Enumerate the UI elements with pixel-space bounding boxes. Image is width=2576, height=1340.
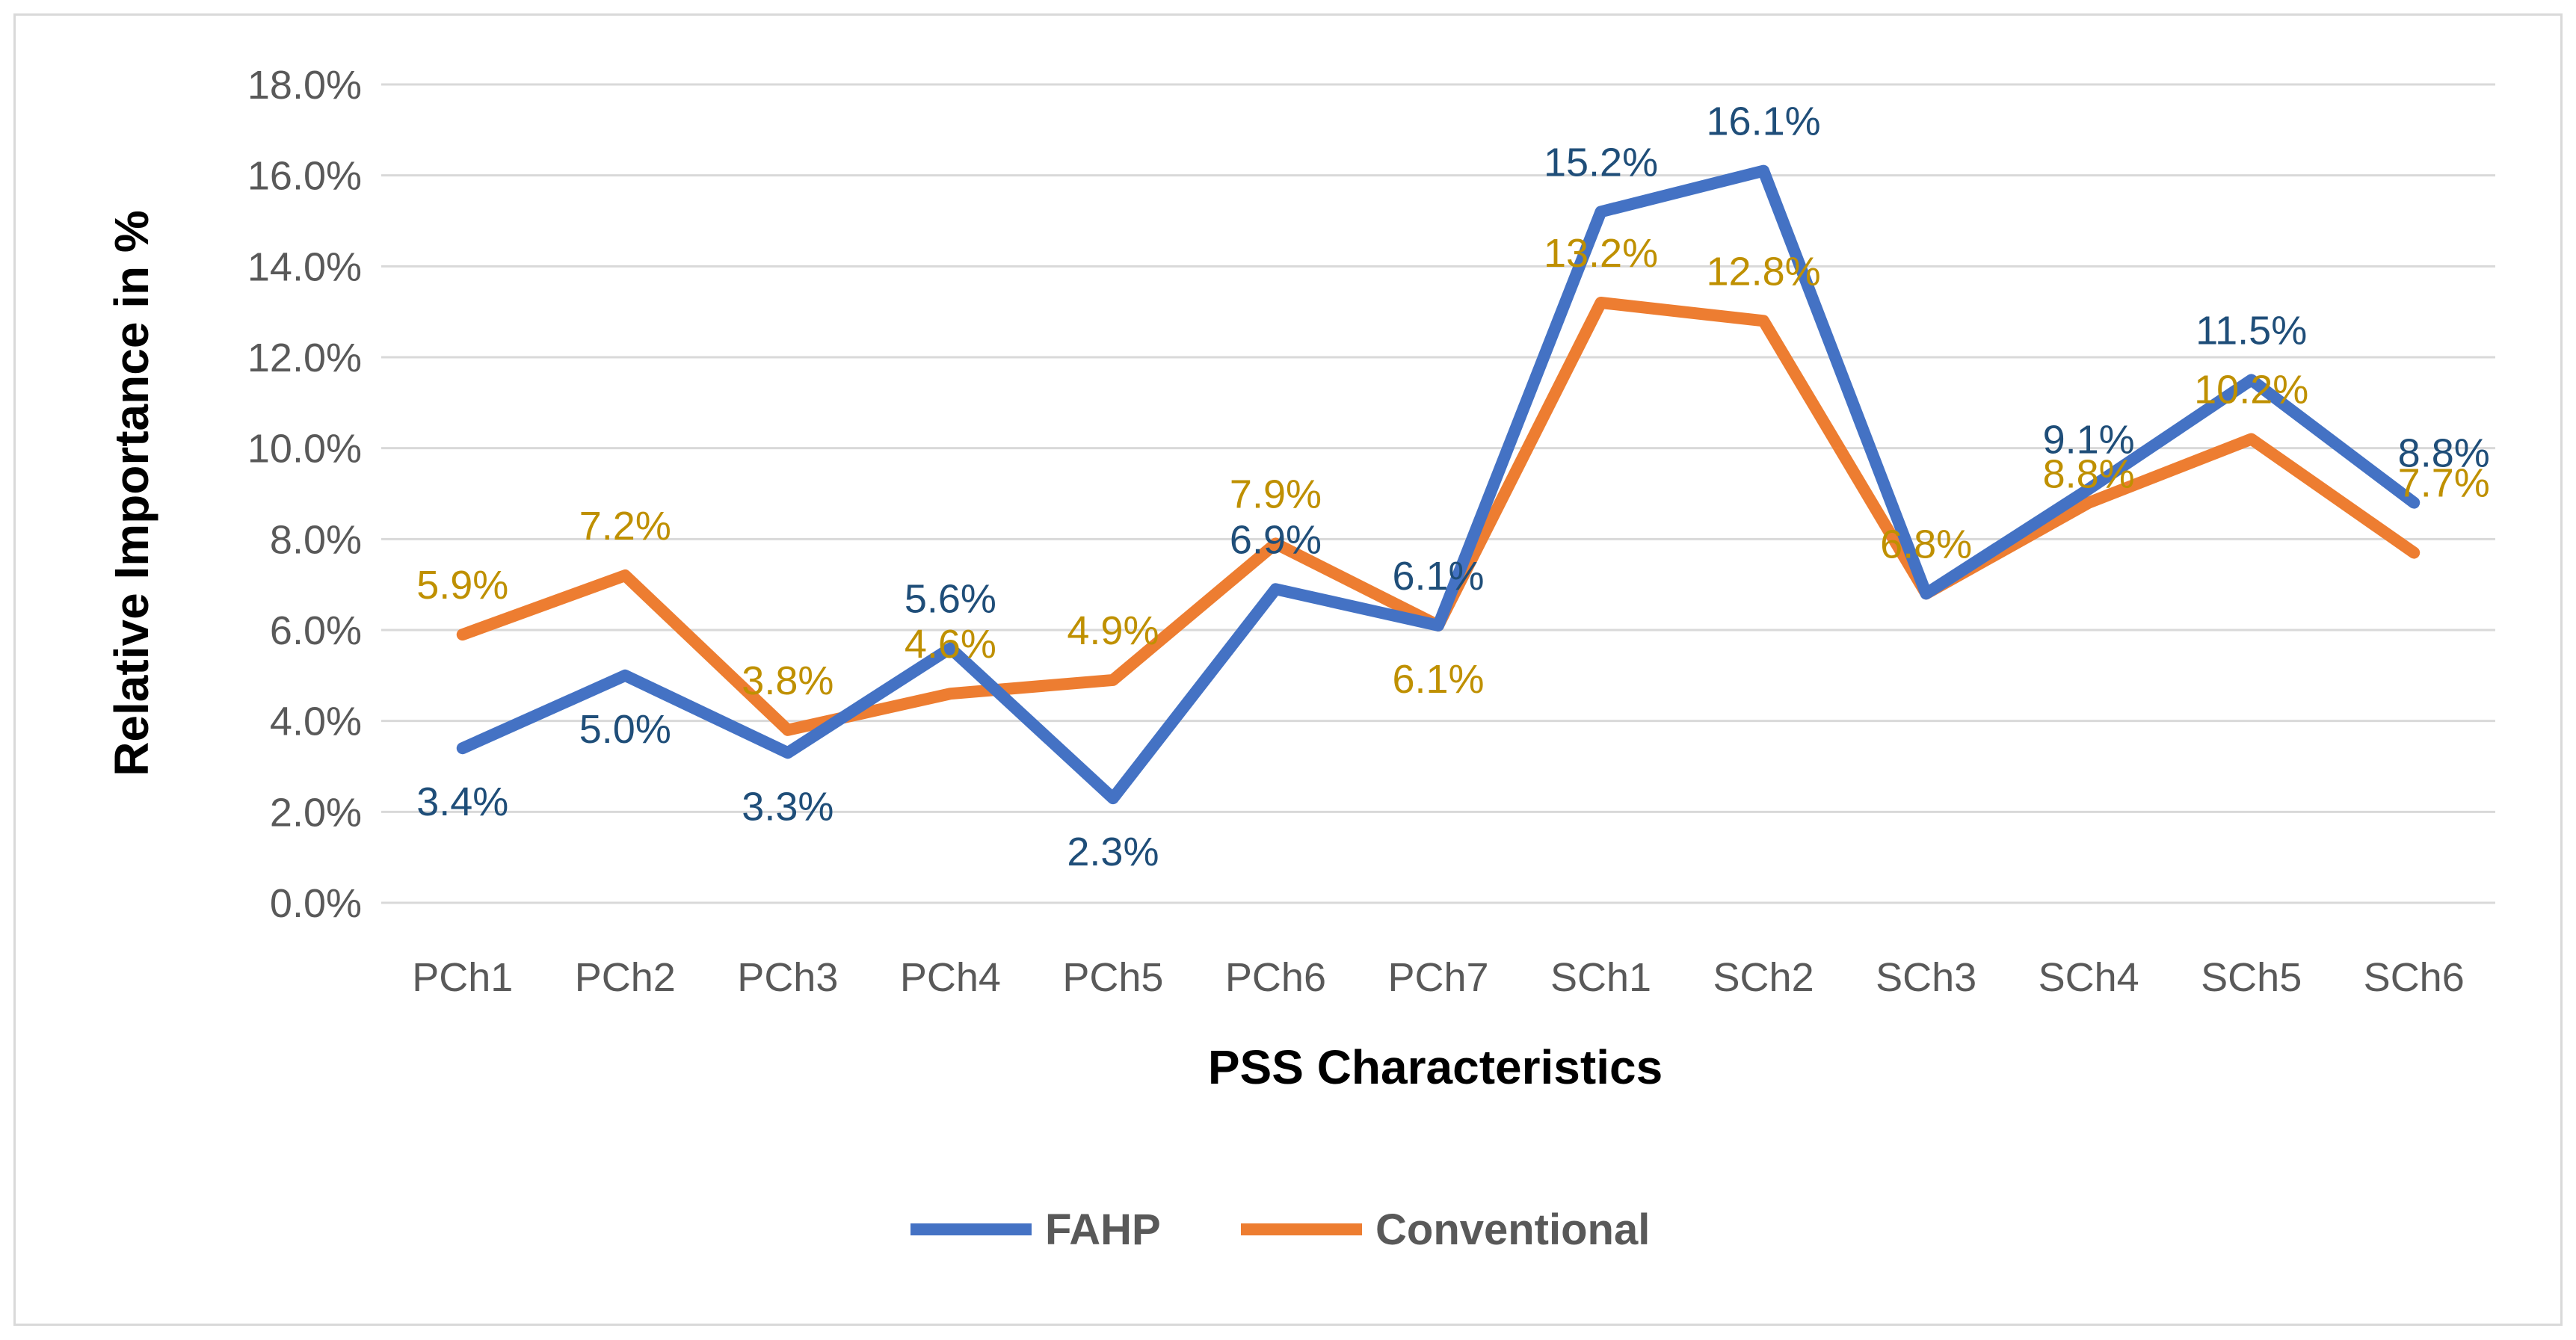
x-tick-label: SCh1 (1550, 955, 1651, 1000)
data-label-conventional: 4.9% (1067, 608, 1159, 653)
x-tick-label: PCh5 (1062, 955, 1163, 1000)
y-tick-label: 4.0% (270, 700, 362, 744)
data-label-fahp: 16.1% (1707, 99, 1821, 144)
data-label-conventional: 10.2% (2194, 368, 2308, 413)
chart-frame (13, 13, 2563, 1326)
y-tick-label: 8.0% (270, 517, 362, 562)
y-tick-label: 2.0% (270, 790, 362, 835)
data-label-conventional: 7.7% (2398, 461, 2490, 506)
x-tick-label: PCh7 (1387, 955, 1488, 1000)
x-tick-label: PCh6 (1225, 955, 1326, 1000)
y-tick-label: 18.0% (247, 63, 362, 108)
data-label-fahp: 3.4% (416, 779, 508, 824)
y-tick-label: 12.0% (247, 336, 362, 380)
y-tick-label: 14.0% (247, 244, 362, 289)
x-tick-label: PCh4 (900, 955, 1001, 1000)
data-label-fahp: 5.0% (579, 707, 671, 752)
legend-label-fahp: FAHP (1045, 1205, 1161, 1254)
data-label-conventional: 12.8% (1707, 249, 1821, 294)
x-tick-label: PCh1 (412, 955, 513, 1000)
x-tick-label: SCh3 (1876, 955, 1976, 1000)
x-tick-label: SCh5 (2201, 955, 2302, 1000)
data-label-fahp: 11.5% (2196, 308, 2307, 353)
y-tick-label: 10.0% (247, 427, 362, 472)
data-label-fahp: 6.1% (1392, 554, 1484, 599)
data-label-conventional: 6.8% (1880, 522, 1972, 566)
data-label-fahp: 2.3% (1067, 830, 1159, 874)
data-label-conventional: 4.6% (905, 622, 996, 667)
data-label-fahp: 15.2% (1544, 140, 1658, 185)
series-lines (456, 164, 2421, 805)
legend: FAHP Conventional (910, 1205, 1650, 1254)
data-label-fahp: 3.3% (742, 784, 833, 829)
y-axis-title: Relative Importance in % (105, 210, 158, 776)
data-labels: 3.4% 5.0% 3.3% 5.6% 2.3% 6.9% 6.1% 15.2% 16.1% 9.… (416, 99, 2490, 875)
data-label-conventional: 7.2% (579, 504, 671, 549)
series-line-fahp (456, 164, 2421, 805)
x-axis-title: PSS Characteristics (1208, 1040, 1663, 1094)
data-label-conventional: 7.9% (1230, 472, 1322, 516)
gridlines (381, 83, 2495, 904)
data-label-conventional: 8.8% (2043, 452, 2135, 497)
legend-label-conventional: Conventional (1375, 1205, 1650, 1254)
x-tick-label: PCh3 (737, 955, 838, 1000)
y-tick-label: 16.0% (247, 154, 362, 199)
x-tick-label: SCh2 (1713, 955, 1814, 1000)
x-tick-label: PCh2 (575, 955, 676, 1000)
y-tick-label: 6.0% (270, 608, 362, 653)
x-tick-label: SCh6 (2364, 955, 2465, 1000)
y-tick-label: 0.0% (270, 881, 362, 926)
data-label-fahp: 6.9% (1230, 517, 1322, 562)
data-label-conventional: 6.1% (1392, 657, 1484, 702)
y-axis-tick-labels: 0.0% 2.0% 4.0% 6.0% 8.0% 10.0% 12.0% 14.0% 16.0%… (247, 63, 362, 926)
data-label-conventional: 13.2% (1544, 231, 1658, 276)
data-label-fahp: 9.1% (2043, 417, 2135, 462)
data-label-fahp: 8.8% (2398, 431, 2490, 476)
data-label-conventional: 5.9% (416, 563, 508, 608)
data-label-fahp: 5.6% (905, 576, 996, 621)
x-tick-label: SCh4 (2039, 955, 2139, 1000)
x-axis-tick-labels: PCh1 PCh2 PCh3 PCh4 PCh5 PCh6 PCh7 SCh1 SCh2 SCh3… (412, 955, 2465, 1000)
data-label-conventional: 3.8% (742, 658, 833, 703)
